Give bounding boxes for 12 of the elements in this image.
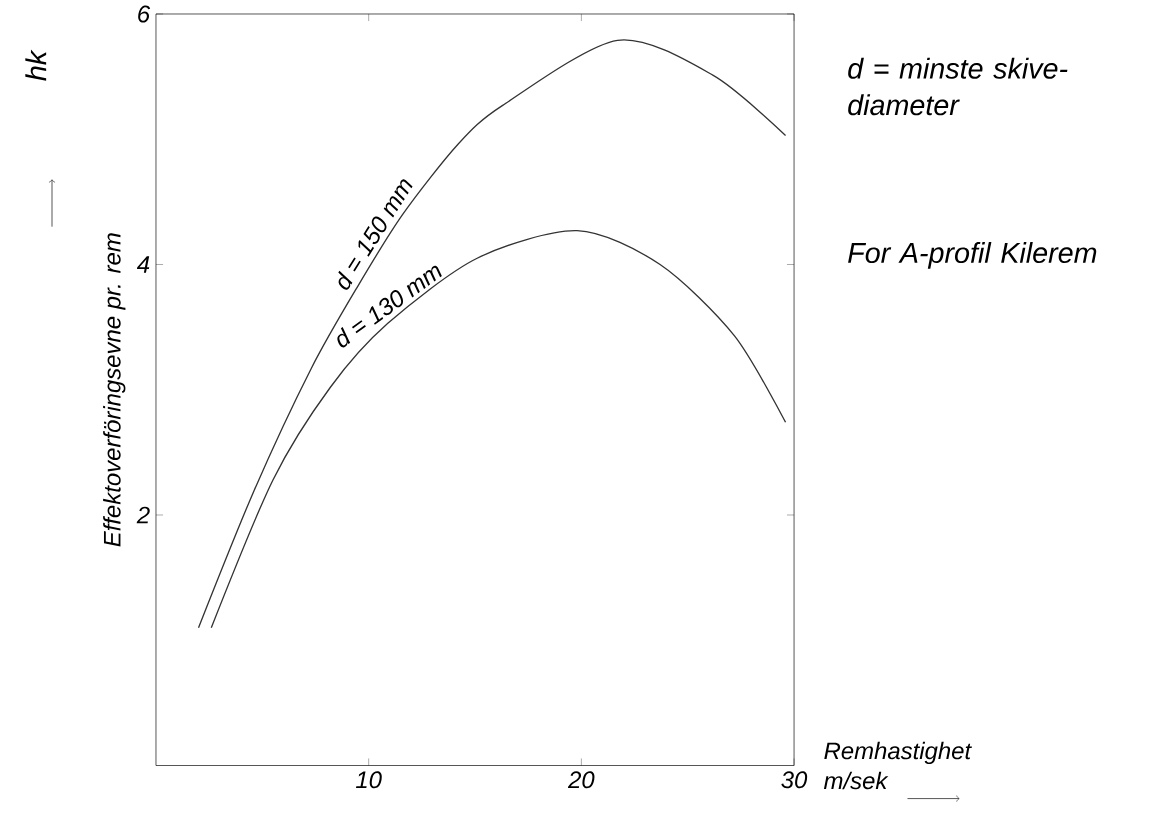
line-series [197, 39, 787, 629]
x-tick-label: 20 [567, 771, 595, 789]
y-axis-title: Effektoverföringsevne pr. rem [103, 233, 126, 547]
y-tick-label: 2 [136, 506, 150, 524]
x-tick-label: 30 [781, 771, 808, 789]
y-tick-label: 4 [136, 256, 150, 273]
x-axis-title: Remhastighet m/sek [823, 741, 972, 790]
text: d = minste skive-diameter [848, 57, 1068, 116]
text: For A-profil Kilerem [848, 241, 1097, 269]
y-tick-label: 6 [138, 5, 151, 23]
x-tick-label: 10 [356, 771, 382, 789]
text: hk [25, 49, 47, 81]
